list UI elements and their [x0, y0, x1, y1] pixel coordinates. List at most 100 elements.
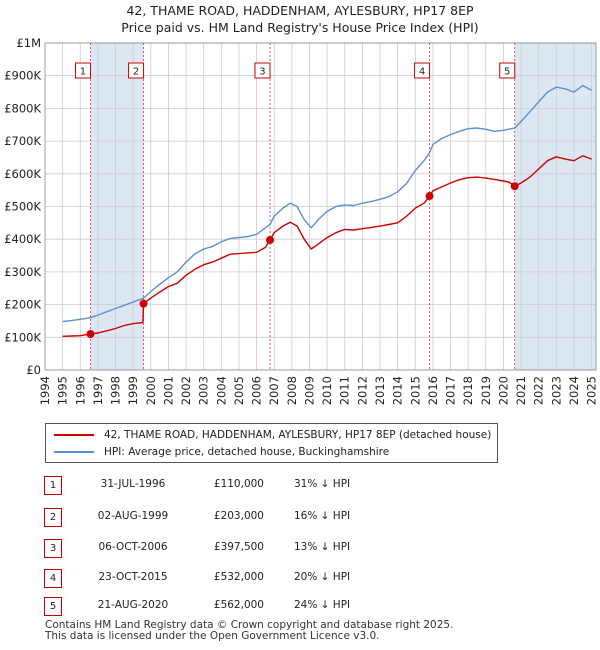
y-tick-label: £300K: [4, 265, 41, 279]
sale-price: £110,000: [213, 478, 264, 490]
x-tick-label: 2016: [426, 376, 440, 405]
legend-red-line: [54, 434, 94, 436]
sale-price: £203,000: [213, 510, 264, 522]
x-tick-label: 1997: [91, 376, 105, 405]
x-tick-label: 2020: [496, 376, 510, 405]
x-tick-label: 1996: [73, 376, 87, 405]
sale-label-number: 5: [504, 67, 510, 78]
sale-number-badge: 1: [44, 476, 62, 495]
sale-number-badge: 3: [44, 539, 62, 558]
sale-hpi-diff: 20% ↓ HPI: [294, 571, 351, 583]
sale-hpi-diff: 16% ↓ HPI: [294, 510, 351, 522]
x-tick-label: 2018: [461, 376, 475, 405]
hpi-line: [62, 84, 592, 323]
x-tick-label: 2017: [444, 376, 458, 405]
sale-date: 23-OCT-2015: [98, 571, 168, 583]
x-tick-label: 2015: [408, 376, 422, 405]
footer-line-1: Contains HM Land Registry data © Crown c…: [45, 619, 454, 631]
x-tick-label: 2013: [373, 376, 387, 405]
x-tick-label: 2008: [285, 376, 299, 405]
legend-item-hpi: HPI: Average price, detached house, Buck…: [54, 445, 389, 459]
x-tick-label: 2005: [232, 376, 246, 405]
x-tick-label: 1994: [38, 376, 52, 405]
x-tick-label: 2003: [197, 376, 211, 405]
price-chart: £0 £100K £200K £300K £400K £500K £600K £700K £80…: [4, 36, 599, 405]
table-row: 1 31-JUL-1996 £110,000 31% ↓ HPI: [44, 475, 464, 495]
x-tick-label: 2000: [144, 376, 158, 405]
y-tick-label: £100K: [4, 330, 41, 344]
footer-line-2: This data is licensed under the Open Gov…: [45, 630, 380, 642]
sale-price: £562,000: [213, 599, 264, 611]
sale-label-number: 1: [80, 67, 86, 78]
x-tick-label: 2019: [479, 376, 493, 405]
y-tick-label: £1M: [16, 36, 41, 50]
sale-date: 31-JUL-1996: [100, 478, 166, 490]
sale-point: [265, 236, 274, 245]
plot-frame: [44, 42, 597, 371]
x-tick-label: 2022: [532, 376, 546, 405]
x-tick-label: 2024: [567, 376, 581, 405]
y-tick-label: £900K: [4, 69, 41, 83]
table-row: 4 23-OCT-2015 £532,000 20% ↓ HPI: [44, 568, 464, 588]
table-row: 2 02-AUG-1999 £203,000 16% ↓ HPI: [44, 507, 464, 527]
x-tick-label: 2002: [179, 376, 193, 405]
x-tick-label: 2012: [355, 376, 369, 405]
sale-hpi-diff: 31% ↓ HPI: [294, 478, 351, 490]
chart-title: 42, THAME ROAD, HADDENHAM, AYLESBURY, HP…: [0, 2, 600, 36]
sale-hpi-diff: 24% ↓ HPI: [294, 599, 351, 611]
y-tick-label: £800K: [4, 101, 41, 115]
table-row: 5 21-AUG-2020 £562,000 24% ↓ HPI: [44, 596, 464, 616]
sale-label-box: [254, 62, 271, 79]
sale-label-box: [128, 62, 145, 79]
legend-item-property: 42, THAME ROAD, HADDENHAM, AYLESBURY, HP…: [54, 428, 491, 442]
y-tick-label: £600K: [4, 167, 41, 181]
x-tick-label: 2001: [161, 376, 175, 405]
sale-date: 02-AUG-1999: [97, 510, 169, 522]
property-price-line: [62, 155, 592, 337]
x-tick-label: 2014: [391, 376, 405, 405]
sale-label-box: [414, 62, 431, 79]
x-tick-label: 2021: [514, 376, 528, 405]
sale-number-badge: 4: [44, 569, 62, 588]
sale-number-badge: 5: [44, 597, 62, 616]
sale-point: [86, 330, 95, 339]
legend-hpi-label: HPI: Average price, detached house, Buck…: [104, 446, 390, 458]
x-tick-label: 2004: [214, 376, 228, 405]
sale-label-number: 2: [133, 67, 139, 78]
x-tick-label: 1995: [56, 376, 70, 405]
sale-date: 06-OCT-2006: [98, 541, 168, 553]
x-tick-label: 2025: [585, 376, 599, 405]
sale-price: £532,000: [213, 571, 264, 583]
chart-legend: 42, THAME ROAD, HADDENHAM, AYLESBURY, HP…: [45, 423, 498, 463]
x-tick-label: 2011: [338, 376, 352, 405]
legend-blue-line: [54, 451, 94, 453]
title-line-1: 42, THAME ROAD, HADDENHAM, AYLESBURY, HP…: [126, 3, 474, 18]
sale-date: 21-AUG-2020: [97, 599, 169, 611]
footer-attribution: Contains HM Land Registry data © Crown c…: [45, 620, 453, 642]
sale-label-number: 3: [259, 67, 265, 78]
x-tick-label: 2023: [549, 376, 563, 405]
legend-property-label: 42, THAME ROAD, HADDENHAM, AYLESBURY, HP…: [104, 429, 492, 441]
y-tick-label: £0: [26, 363, 41, 377]
x-tick-label: 2010: [320, 376, 334, 405]
sale-price: £397,500: [213, 541, 264, 553]
sale-point: [510, 182, 519, 191]
sale-label-box: [74, 62, 91, 79]
x-tick-label: 2006: [250, 376, 264, 405]
y-tick-label: £500K: [4, 200, 41, 214]
sale-point: [425, 192, 434, 201]
x-tick-label: 1998: [109, 376, 123, 405]
y-tick-label: £700K: [4, 134, 41, 148]
x-tick-label: 1999: [126, 376, 140, 405]
x-tick-label: 2007: [267, 376, 281, 405]
x-tick-label: 2009: [302, 376, 316, 405]
sale-point: [139, 299, 148, 308]
y-tick-label: £400K: [4, 232, 41, 246]
sale-hpi-diff: 13% ↓ HPI: [294, 541, 351, 553]
table-row: 3 06-OCT-2006 £397,500 13% ↓ HPI: [44, 538, 464, 558]
y-tick-label: £200K: [4, 298, 41, 312]
sale-label-box: [499, 62, 516, 79]
sale-label-number: 4: [419, 67, 425, 78]
sale-number-badge: 2: [44, 508, 62, 527]
title-line-2: Price paid vs. HM Land Registry's House …: [121, 20, 479, 35]
